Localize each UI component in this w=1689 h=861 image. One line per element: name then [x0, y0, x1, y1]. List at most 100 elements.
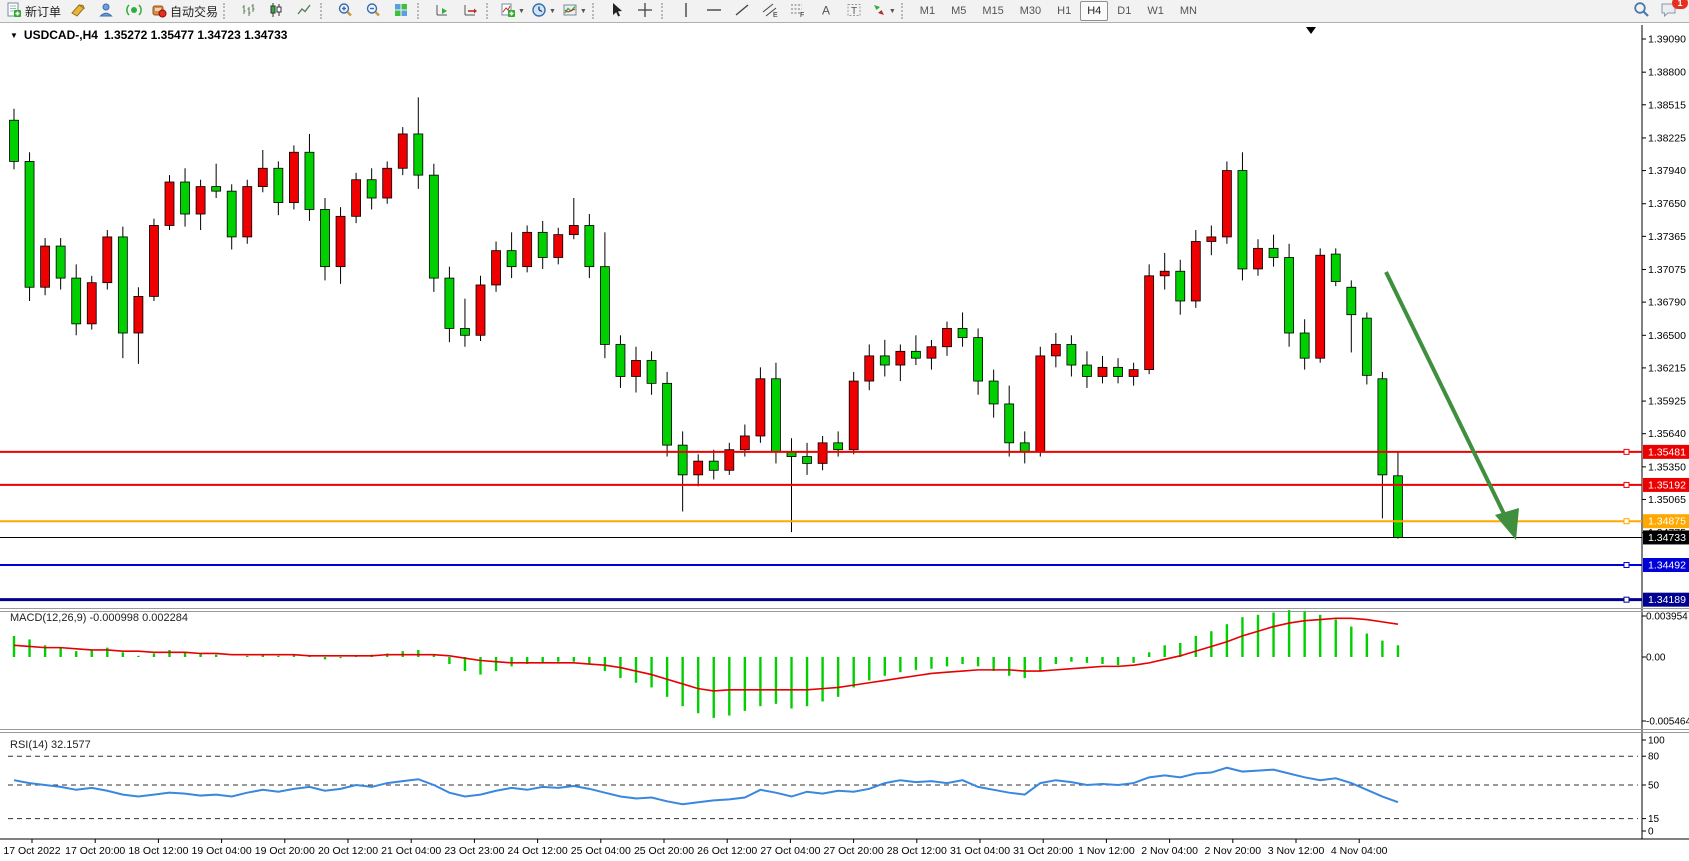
candle — [491, 250, 501, 286]
signals-button[interactable] — [120, 0, 148, 22]
chart-shift-marker[interactable] — [1306, 27, 1316, 34]
tile-windows-button[interactable] — [387, 0, 415, 22]
autotrading-button[interactable]: 自动交易 — [148, 0, 221, 22]
data-window-button[interactable] — [64, 0, 92, 22]
candle — [335, 215, 346, 268]
candle — [24, 161, 35, 288]
candle — [1144, 275, 1155, 371]
svg-text:1.35192: 1.35192 — [1648, 479, 1686, 491]
timeframe-m15[interactable]: M15 — [982, 5, 1004, 17]
candle — [288, 151, 299, 203]
rsi-pane — [8, 755, 1638, 820]
fibonacci-button[interactable]: F — [784, 0, 812, 22]
macd-signal-line — [13, 617, 1399, 692]
toolbar-grip — [660, 3, 668, 19]
candle — [1346, 286, 1357, 316]
arrows-button[interactable]: ▼ — [868, 0, 899, 22]
candle — [195, 186, 206, 215]
candle — [833, 442, 844, 451]
periods-button[interactable]: ▼ — [528, 0, 559, 22]
equidistant-channel-button[interactable]: E — [756, 0, 784, 22]
svg-text:3 Nov 12:00: 3 Nov 12:00 — [1268, 845, 1325, 857]
line-chart-button[interactable] — [290, 0, 318, 22]
timeframe-m5[interactable]: M5 — [951, 5, 967, 17]
chart-title-row: ▼ USDCAD-,H4 1.35272 1.35477 1.34723 1.3… — [10, 28, 287, 42]
candle — [724, 449, 735, 471]
navigator-button[interactable] — [92, 0, 120, 22]
svg-text:1.38800: 1.38800 — [1648, 67, 1686, 79]
svg-text:23 Oct 23:00: 23 Oct 23:00 — [444, 845, 504, 857]
candle — [1082, 364, 1092, 377]
toolbar-grip — [486, 3, 493, 19]
zoom-in-button[interactable] — [331, 0, 359, 22]
candlestick-series — [9, 97, 1403, 539]
auto-scroll-button[interactable] — [428, 0, 456, 22]
svg-text:T: T — [851, 6, 857, 17]
chart-dropdown-icon[interactable]: ▼ — [10, 30, 18, 40]
timeframe-m1[interactable]: M1 — [919, 5, 936, 17]
horizontal-lines — [0, 448, 1642, 603]
svg-text:19 Oct 20:00: 19 Oct 20:00 — [255, 845, 315, 857]
indicators-button[interactable]: ▼ — [497, 0, 528, 22]
candle — [942, 328, 952, 348]
zoom-in-icon — [337, 2, 353, 21]
chart-symbol-title: USDCAD-,H4 — [23, 28, 98, 42]
candle — [1066, 344, 1077, 366]
text-button[interactable]: A — [812, 0, 840, 22]
candle — [771, 378, 781, 453]
auto-scroll-icon — [434, 2, 450, 21]
chevron-down-icon: ▼ — [579, 7, 587, 15]
text-label-button[interactable]: T — [840, 0, 868, 22]
svg-text:20 Oct 12:00: 20 Oct 12:00 — [318, 845, 378, 857]
timeframe-mn[interactable]: MN — [1179, 5, 1197, 17]
notifications-button[interactable]: 1 — [1655, 0, 1688, 22]
candle — [553, 234, 564, 258]
chart-shift-button[interactable] — [456, 0, 484, 22]
candle — [1206, 236, 1217, 242]
svg-text:1.37365: 1.37365 — [1648, 231, 1686, 243]
pane-separators — [0, 608, 1689, 733]
search-button[interactable] — [1627, 0, 1655, 22]
candle — [1330, 253, 1341, 282]
timeframe-m30[interactable]: M30 — [1019, 5, 1042, 17]
svg-text:1.37075: 1.37075 — [1648, 264, 1686, 276]
candle — [351, 179, 362, 217]
svg-text:18 Oct 12:00: 18 Oct 12:00 — [128, 845, 188, 857]
templates-button[interactable]: ▼ — [559, 0, 590, 22]
svg-text:0: 0 — [1648, 827, 1654, 838]
projection-arrow[interactable] — [1384, 271, 1519, 540]
candle — [973, 337, 983, 382]
trendline-button[interactable] — [728, 0, 756, 22]
timeframe-h4[interactable]: H4 — [1080, 1, 1109, 21]
chevron-down-icon: ▼ — [518, 7, 525, 15]
candle — [755, 378, 766, 437]
chart-canvas[interactable]: 1.39090 1.38800 1.38515 1.38225 1.37940 1.376… — [0, 23, 1689, 861]
svg-text:1.35481: 1.35481 — [1648, 446, 1686, 458]
candlestick-chart-icon — [268, 2, 284, 21]
clock-icon — [531, 2, 547, 21]
zoom-out-button[interactable] — [359, 0, 387, 22]
candlestick-chart-button[interactable] — [262, 0, 290, 22]
timeframe-h1[interactable]: H1 — [1057, 5, 1072, 17]
svg-text:1.35925: 1.35925 — [1648, 396, 1686, 408]
horizontal-line-button[interactable] — [700, 0, 728, 22]
vertical-line-button[interactable] — [672, 0, 700, 22]
bar-chart-button[interactable] — [234, 0, 262, 22]
svg-text:1.34189: 1.34189 — [1648, 594, 1686, 606]
svg-text:1.38515: 1.38515 — [1648, 99, 1686, 111]
svg-text:2 Nov 04:00: 2 Nov 04:00 — [1141, 845, 1198, 857]
timeframe-w1[interactable]: W1 — [1147, 5, 1164, 17]
svg-text:1.35640: 1.35640 — [1648, 428, 1686, 440]
svg-text:50: 50 — [1648, 781, 1660, 792]
svg-text:100: 100 — [1648, 736, 1665, 747]
new-order-button[interactable]: 新订单 — [3, 0, 64, 22]
svg-text:1.39090: 1.39090 — [1648, 34, 1686, 46]
cursor-button[interactable] — [603, 0, 631, 22]
candle — [817, 442, 828, 464]
signals-icon — [126, 2, 142, 21]
svg-text:1.35350: 1.35350 — [1648, 461, 1686, 473]
candle — [1159, 270, 1170, 277]
crosshair-button[interactable] — [631, 0, 659, 22]
timeframe-d1[interactable]: D1 — [1117, 5, 1132, 17]
candle — [71, 277, 82, 325]
